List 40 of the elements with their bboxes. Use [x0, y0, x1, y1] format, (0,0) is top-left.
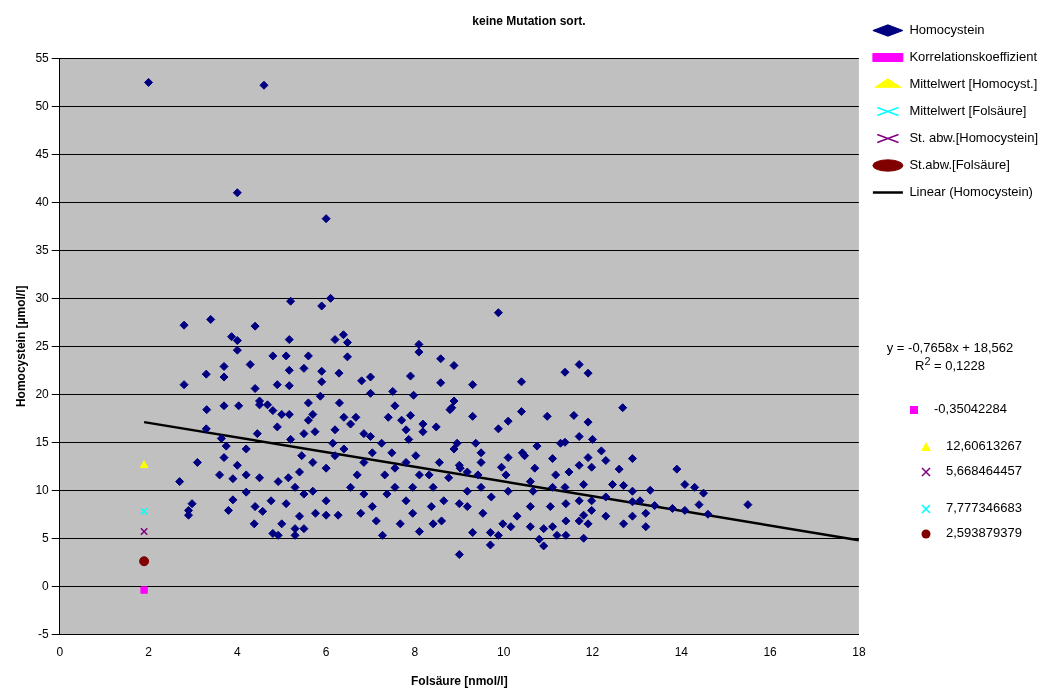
x-tick-label: 12 [585, 644, 600, 659]
y-tick-label: 50 [35, 98, 50, 113]
text: 2,593879379 [946, 525, 1022, 541]
y-tick-label: 0 [42, 578, 50, 593]
x-tick-label: 18 [852, 644, 866, 659]
legend-label: St.abw.[Folsäure] [909, 157, 1010, 173]
y-axis-title: Homocystein [µmol/l] [13, 285, 28, 408]
y-tick-label: 15 [35, 434, 50, 449]
chart-title: keine Mutation sort. [472, 13, 586, 28]
x-tick-label: 16 [763, 644, 778, 659]
x-tick-label: 2 [145, 644, 153, 659]
y-tick-label: 40 [35, 194, 50, 209]
y-tick-label: 30 [35, 290, 50, 305]
text: 5,668464457 [946, 463, 1022, 479]
y-tick-label: 35 [35, 242, 50, 257]
legend-label: Mittelwert [Homocyst.] [909, 76, 1038, 92]
text: R$^{2}$ = 0,1228 [914, 355, 986, 374]
x-tick-label: 14 [674, 644, 689, 659]
y-tick-label: 45 [35, 146, 50, 161]
text: 12,60613267 [946, 438, 1022, 454]
x-tick-label: 4 [233, 644, 241, 659]
y-tick-label: -5 [38, 626, 50, 641]
x-tick-label: 0 [56, 644, 64, 659]
y-tick-label: 25 [35, 338, 50, 353]
legend-label: St. abw.[Homocystein] [909, 130, 1039, 146]
legend-label: Mittelwert [Folsäure] [909, 103, 1027, 119]
y-tick-label: 20 [35, 386, 50, 401]
text: -0,35042284 [934, 401, 1008, 417]
x-tick-label: 8 [411, 644, 419, 659]
legend-label: Homocystein [909, 22, 985, 38]
text: 7,777346683 [946, 500, 1022, 516]
x-tick-label: 6 [322, 644, 330, 659]
y-tick-label: 55 [35, 50, 50, 65]
x-axis-title: Folsäure [nmol/l] [410, 674, 508, 689]
y-tick-label: 10 [35, 482, 50, 497]
legend-label: Linear (Homocystein) [909, 184, 1033, 200]
text: y = -0,7658x + 18,562 [885, 340, 1015, 355]
legend-label: Korrelationskoeffizient [909, 49, 1038, 65]
y-tick-label: 5 [42, 530, 50, 545]
x-tick-label: 10 [497, 644, 511, 659]
